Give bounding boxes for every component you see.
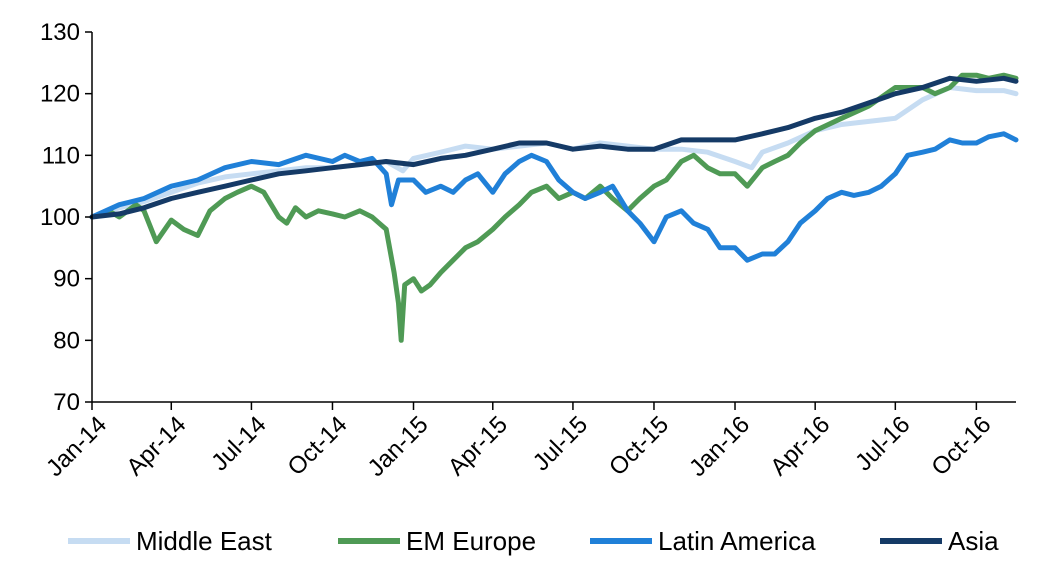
x-tick-label: Oct-16: [926, 411, 996, 481]
x-axis-ticks: Jan-14 Apr-14 Jul-14 Oct-14 Jan-15 Apr-15 Jul-…: [41, 402, 996, 482]
x-tick-label: Jul-16: [850, 411, 915, 476]
y-tick-label: 70: [53, 389, 80, 416]
x-tick-label: Jan-15: [363, 411, 434, 482]
legend-label-em-europe: EM Europe: [406, 526, 536, 556]
legend-label-asia: Asia: [948, 526, 999, 556]
x-tick-label: Jul-14: [206, 411, 271, 476]
x-tick-label: Jan-16: [684, 411, 755, 482]
series-line-latin-america: [89, 131, 1019, 263]
x-tick-label: Apr-15: [443, 411, 513, 481]
y-tick-label: 80: [53, 327, 80, 354]
x-tick-label: Jul-15: [528, 411, 593, 476]
x-tick-label: Oct-14: [283, 411, 353, 481]
y-tick-label: 110: [42, 142, 80, 169]
y-tick-label: 120: [40, 81, 80, 108]
x-tick-label: Oct-15: [604, 411, 674, 481]
y-tick-label: 90: [53, 266, 80, 293]
series-layer: [89, 72, 1019, 343]
chart-legend: Middle East EM Europe Latin America Asia: [68, 526, 999, 556]
series-line-asia: [89, 75, 1019, 220]
legend-label-middle-east: Middle East: [136, 526, 273, 556]
x-tick-label: Apr-14: [121, 411, 191, 481]
x-tick-label: Jan-14: [41, 411, 112, 482]
legend-label-latin-america: Latin America: [658, 526, 816, 556]
y-tick-label: 100: [40, 204, 80, 231]
y-tick-label: 130: [40, 19, 80, 46]
series-line-em-europe: [89, 72, 1019, 343]
x-tick-label: Apr-16: [765, 411, 835, 481]
y-axis-ticks: 70 80 90 100 110 120 130: [40, 19, 92, 416]
